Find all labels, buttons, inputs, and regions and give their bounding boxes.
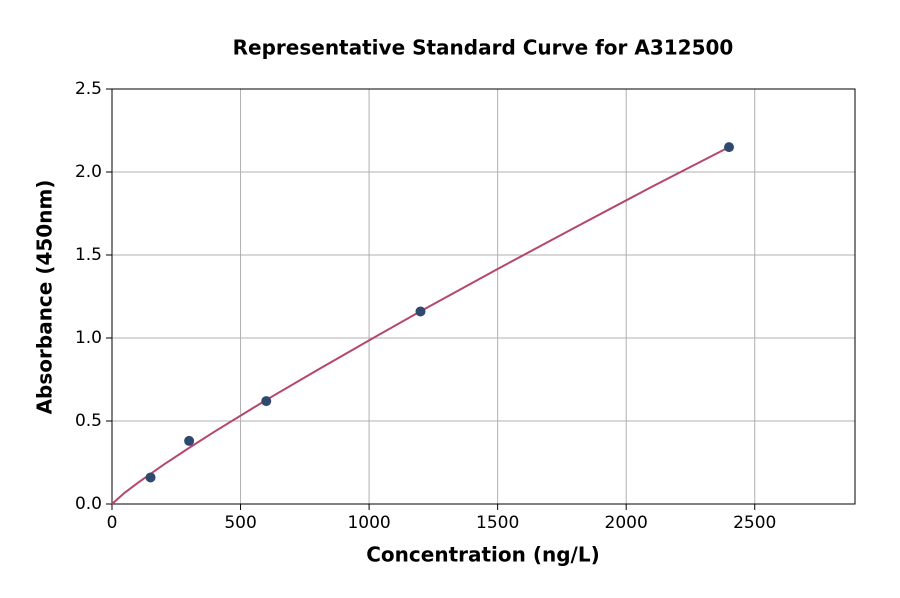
y-tick-label: 2.5: [75, 79, 102, 99]
x-tick-label: 2000: [605, 513, 648, 533]
data-point: [145, 472, 156, 483]
data-point: [184, 435, 195, 446]
x-axis-label: Concentration (ng/L): [366, 543, 599, 567]
y-tick-label: 1.5: [75, 245, 102, 265]
x-tick-label: 0: [107, 513, 118, 533]
x-tick-label: 500: [224, 513, 256, 533]
x-tick-label: 2500: [733, 513, 776, 533]
y-tick-label: 0.5: [75, 411, 102, 431]
y-axis-label: Absorbance (450nm): [33, 180, 57, 415]
chart-title: Representative Standard Curve for A31250…: [233, 36, 734, 60]
data-point: [261, 396, 272, 407]
y-tick-label: 2.0: [75, 162, 102, 182]
x-tick-label: 1500: [476, 513, 519, 533]
y-tick-label: 0.0: [75, 494, 102, 514]
y-tick-label: 1.0: [75, 328, 102, 348]
x-tick-label: 1000: [347, 513, 390, 533]
fit-curve: [111, 146, 730, 505]
data-point: [724, 142, 735, 153]
plot-frame: [111, 88, 856, 505]
data-point: [415, 306, 426, 317]
